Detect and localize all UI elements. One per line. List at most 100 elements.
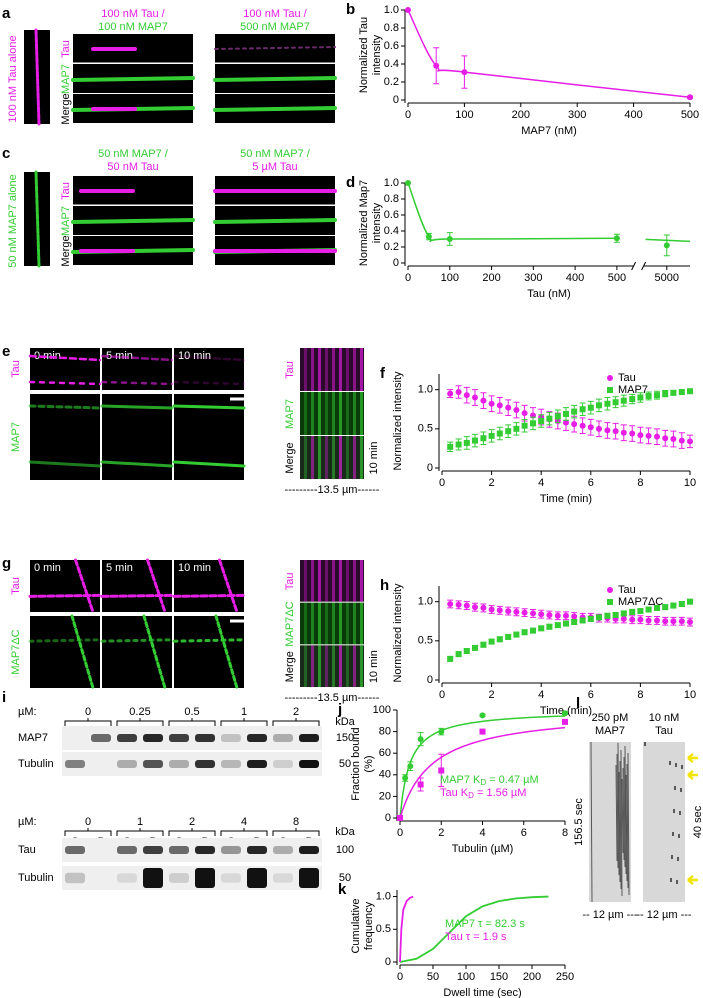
data-point bbox=[654, 392, 661, 399]
y-tick-label: 20 bbox=[379, 790, 391, 802]
data-point bbox=[604, 612, 611, 619]
filament bbox=[172, 460, 246, 468]
gel-band bbox=[273, 873, 293, 883]
x-tick-label: 100 bbox=[457, 971, 475, 983]
data-point bbox=[471, 604, 478, 611]
data-point bbox=[488, 432, 495, 439]
kymo-streak bbox=[318, 392, 321, 435]
data-point bbox=[612, 399, 619, 406]
y-axis-title: Normalized intensity bbox=[392, 583, 404, 683]
kymo-streak bbox=[339, 645, 342, 687]
panel-label: i bbox=[2, 689, 6, 706]
data-point bbox=[678, 601, 685, 608]
data-point bbox=[670, 602, 677, 609]
gel-band bbox=[65, 760, 85, 768]
annotation-sub: D bbox=[468, 791, 474, 800]
data-point bbox=[546, 415, 553, 422]
x-tick-label: 8 bbox=[637, 477, 643, 489]
panel-label: k bbox=[338, 881, 347, 898]
x-tick-label: 200 bbox=[523, 971, 541, 983]
annotation-text: MAP7 K bbox=[440, 774, 481, 786]
gel-band bbox=[117, 760, 137, 768]
filament bbox=[28, 354, 102, 362]
x-tick-label: 10 bbox=[684, 689, 696, 701]
y-tick-label: 1.0 bbox=[418, 596, 433, 608]
kymo-streak bbox=[311, 392, 314, 435]
x-tick-label: 100 bbox=[441, 272, 459, 284]
y-tick-label: 1.0 bbox=[376, 890, 391, 902]
gel-band bbox=[221, 873, 241, 883]
channel-label: Tau bbox=[10, 360, 22, 378]
data-point bbox=[687, 598, 693, 605]
filament bbox=[28, 404, 102, 410]
kymo-streak bbox=[353, 560, 356, 602]
kymo-streak bbox=[360, 645, 363, 687]
filament bbox=[71, 76, 195, 82]
y-axis-title: (%) bbox=[363, 755, 375, 772]
kymo-streak bbox=[332, 645, 335, 687]
concentration-label: 0 bbox=[85, 816, 91, 828]
bracket bbox=[116, 718, 164, 726]
legend-marker bbox=[607, 599, 613, 605]
x-tick-label: 4 bbox=[538, 689, 544, 701]
x-tick-label: 2 bbox=[438, 827, 444, 839]
condition-label: 5 µM Tau bbox=[252, 161, 297, 173]
data-point bbox=[571, 613, 578, 620]
x-tick-label: 0 bbox=[397, 971, 403, 983]
data-point bbox=[687, 438, 693, 445]
data-point bbox=[447, 655, 454, 662]
kymo-track bbox=[622, 767, 625, 861]
y-tick-label: 0.8 bbox=[384, 193, 399, 205]
gel-band bbox=[117, 873, 137, 883]
bracket bbox=[272, 828, 320, 836]
kymo-streak bbox=[346, 436, 349, 479]
data-point bbox=[637, 394, 644, 401]
data-point bbox=[620, 610, 627, 617]
data-point bbox=[438, 728, 445, 735]
condition-label: 100 nM MAP7 bbox=[98, 21, 168, 33]
kymo-streak bbox=[318, 645, 321, 687]
micrograph bbox=[62, 838, 322, 862]
x-tick-label: 4 bbox=[479, 827, 485, 839]
x-tick-label: 100 bbox=[455, 109, 473, 121]
data-point bbox=[612, 611, 619, 618]
kymo-streak bbox=[318, 348, 321, 391]
data-point bbox=[629, 608, 636, 615]
data-point bbox=[480, 397, 487, 404]
filament bbox=[34, 170, 41, 268]
data-point bbox=[447, 601, 454, 608]
filament bbox=[100, 638, 174, 643]
x-tick-label: 0 bbox=[439, 689, 445, 701]
filament bbox=[213, 106, 337, 112]
x-axis-title: Tau (nM) bbox=[527, 288, 570, 300]
filament bbox=[34, 28, 41, 126]
data-point bbox=[571, 408, 578, 415]
data-point bbox=[554, 622, 561, 629]
gel-band bbox=[221, 846, 241, 854]
annotation-text: Tau K bbox=[440, 787, 469, 799]
gel-band bbox=[247, 734, 267, 742]
filament bbox=[28, 380, 102, 386]
kymo-track bbox=[623, 756, 626, 868]
channel-label: Merge bbox=[284, 442, 296, 473]
x-tick-label: 10 bbox=[684, 477, 696, 489]
y-tick-label: 0.6 bbox=[384, 209, 399, 221]
y-axis-title: Normalized intensity bbox=[392, 371, 404, 471]
filament bbox=[214, 614, 239, 690]
kymo-streak bbox=[353, 645, 356, 687]
data-point bbox=[579, 406, 586, 413]
x-tick-label: 0 bbox=[405, 272, 411, 284]
time-scale: 40 sec bbox=[692, 805, 703, 838]
data-point bbox=[629, 616, 636, 623]
kymo-streak bbox=[304, 560, 307, 602]
time-scale: 10 min bbox=[368, 441, 380, 474]
data-point bbox=[538, 418, 545, 424]
concentration-label: 1 bbox=[137, 816, 143, 828]
gel-band bbox=[65, 872, 85, 884]
gel-band bbox=[247, 868, 267, 888]
arrow bbox=[687, 875, 698, 885]
bracket bbox=[64, 718, 112, 726]
kymo-streak bbox=[353, 348, 356, 391]
annotation-text: = 1.56 µM bbox=[474, 787, 527, 799]
